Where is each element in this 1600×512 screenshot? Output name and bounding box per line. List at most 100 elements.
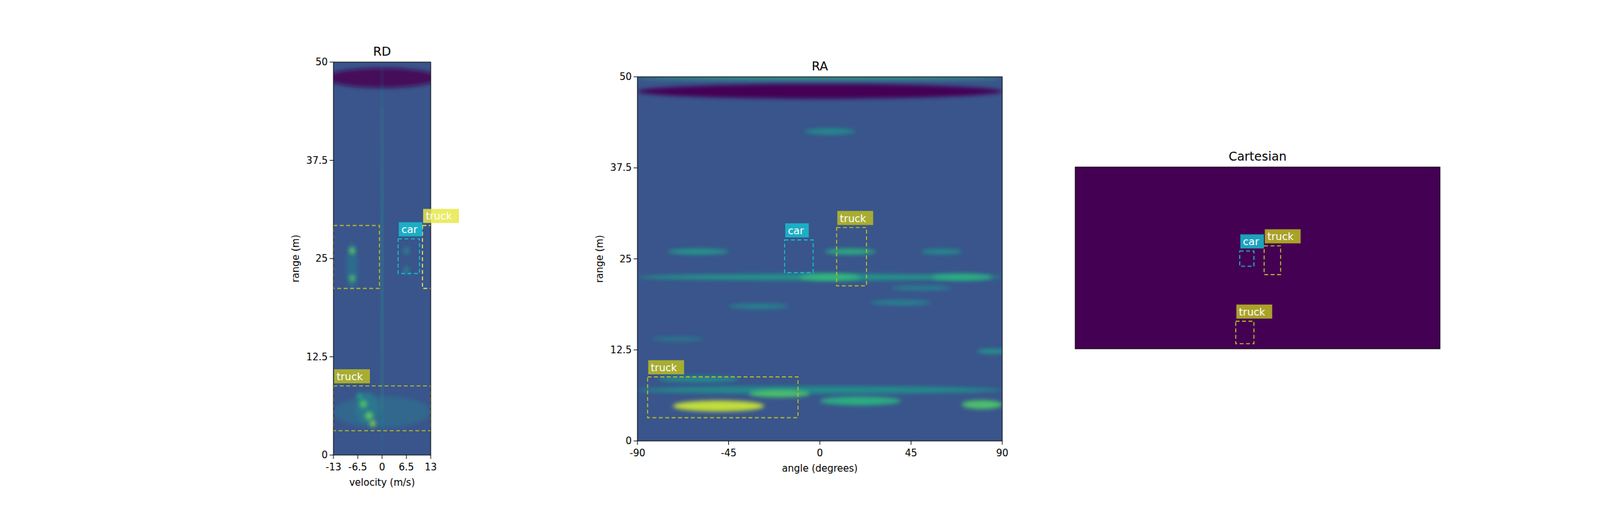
y-tick [633, 440, 638, 442]
heatmap-blob [349, 275, 356, 282]
x-tick [728, 440, 729, 445]
label-background [1264, 229, 1301, 244]
heatmap-blob [637, 83, 1003, 99]
heatmap-blob [890, 286, 952, 291]
heatmap-blob [819, 396, 902, 406]
box-label: car [1242, 235, 1260, 248]
x-tick-label: 45 [904, 447, 918, 459]
y-tick [633, 167, 638, 169]
y-axis-label: range (m) [593, 234, 606, 283]
panel: car truck truck RA -90 -45 0 45 90 0 12.5 25 37.5 50 a… [593, 58, 1009, 475]
plot-area [333, 62, 431, 456]
frame [637, 76, 1003, 441]
bounding-box [1239, 250, 1254, 267]
x-tick [910, 440, 912, 445]
box-label: car [401, 223, 418, 236]
y-tick-label: 0 [321, 449, 328, 461]
heatmap-blob [652, 336, 704, 342]
box-label: truck [650, 361, 678, 374]
x-axis-label: angle (degrees) [782, 462, 858, 475]
bounding-box [1264, 245, 1281, 275]
bounding-box [836, 227, 867, 287]
heatmap-blob [804, 128, 856, 135]
heatmap-blob [976, 349, 1003, 354]
heatmap-blob [357, 392, 363, 400]
heatmap-blob [637, 386, 1003, 394]
y-tick-label: 12.5 [306, 351, 328, 363]
heatmap-blob [672, 400, 765, 412]
heatmap-blob [728, 303, 790, 309]
y-tick-label: 0 [625, 435, 632, 447]
label-background [785, 223, 809, 238]
label-background [334, 369, 370, 384]
title: Cartesian [1228, 149, 1288, 164]
x-tick-label: -45 [720, 447, 737, 459]
x-tick [637, 440, 639, 445]
heatmap-blob [359, 400, 368, 408]
heatmap-background [637, 76, 1003, 441]
box-label: truck [336, 370, 364, 383]
x-tick-label: 90 [995, 447, 1008, 459]
heatmap-blob [961, 400, 1003, 409]
y-tick [329, 455, 334, 456]
frame [1075, 167, 1440, 349]
heatmap-blob [349, 247, 356, 255]
x-tick [333, 455, 335, 459]
y-tick-label: 37.5 [610, 161, 632, 174]
label-background [837, 211, 873, 226]
x-tick [357, 455, 359, 459]
heatmap-blob [931, 273, 992, 281]
bounding-box [422, 225, 431, 288]
label-background [423, 208, 459, 223]
plot-area [637, 76, 1003, 441]
label-background [1236, 304, 1273, 319]
x-tick-label: 13 [424, 461, 437, 473]
y-tick [329, 160, 334, 161]
x-tick-label: -90 [629, 447, 646, 459]
y-tick [633, 349, 638, 351]
x-tick [1002, 440, 1003, 445]
label-background [1240, 234, 1264, 249]
box-label: car [787, 224, 805, 237]
heatmap-blob [824, 248, 876, 255]
title: RA [811, 58, 828, 73]
y-tick-label: 25 [619, 253, 632, 265]
frame [333, 62, 431, 456]
box-label: truck [1267, 230, 1295, 243]
x-tick-label: 0 [378, 461, 386, 473]
heatmap-blob [365, 411, 374, 420]
y-tick [329, 356, 334, 358]
y-tick [329, 258, 334, 260]
bounding-box [333, 225, 380, 288]
bounding-box [333, 385, 431, 431]
x-tick [406, 455, 408, 459]
heatmap-background [333, 62, 431, 456]
bounding-box [398, 238, 420, 274]
heatmap-blob [403, 247, 410, 255]
bounding-box [647, 376, 799, 418]
box-label: truck [839, 212, 867, 225]
heatmap-blob [920, 248, 962, 255]
x-tick-label: -13 [325, 461, 342, 473]
y-tick-label: 50 [619, 71, 632, 83]
plot-area [1075, 167, 1440, 349]
bounding-box [1235, 321, 1255, 344]
y-tick [633, 76, 638, 78]
label-background [398, 222, 423, 237]
x-tick [430, 455, 432, 459]
heatmap-blob [355, 392, 379, 424]
y-tick-label: 50 [315, 56, 328, 68]
x-tick [819, 440, 821, 445]
panel: truckcartruckRD-13-6.506.513012.52537.55… [289, 44, 459, 489]
heatmap-blob [637, 273, 1003, 280]
heatmap-blob [637, 76, 1003, 80]
bounding-box [784, 240, 814, 273]
box-label: truck [1239, 305, 1266, 319]
y-tick [633, 258, 638, 260]
heatmap-blob [381, 62, 383, 456]
x-tick-label: 0 [816, 447, 824, 459]
y-tick-label: 12.5 [610, 344, 632, 356]
y-axis-label: range (m) [289, 234, 302, 283]
heatmap-blob [369, 420, 376, 427]
label-background [648, 360, 685, 375]
